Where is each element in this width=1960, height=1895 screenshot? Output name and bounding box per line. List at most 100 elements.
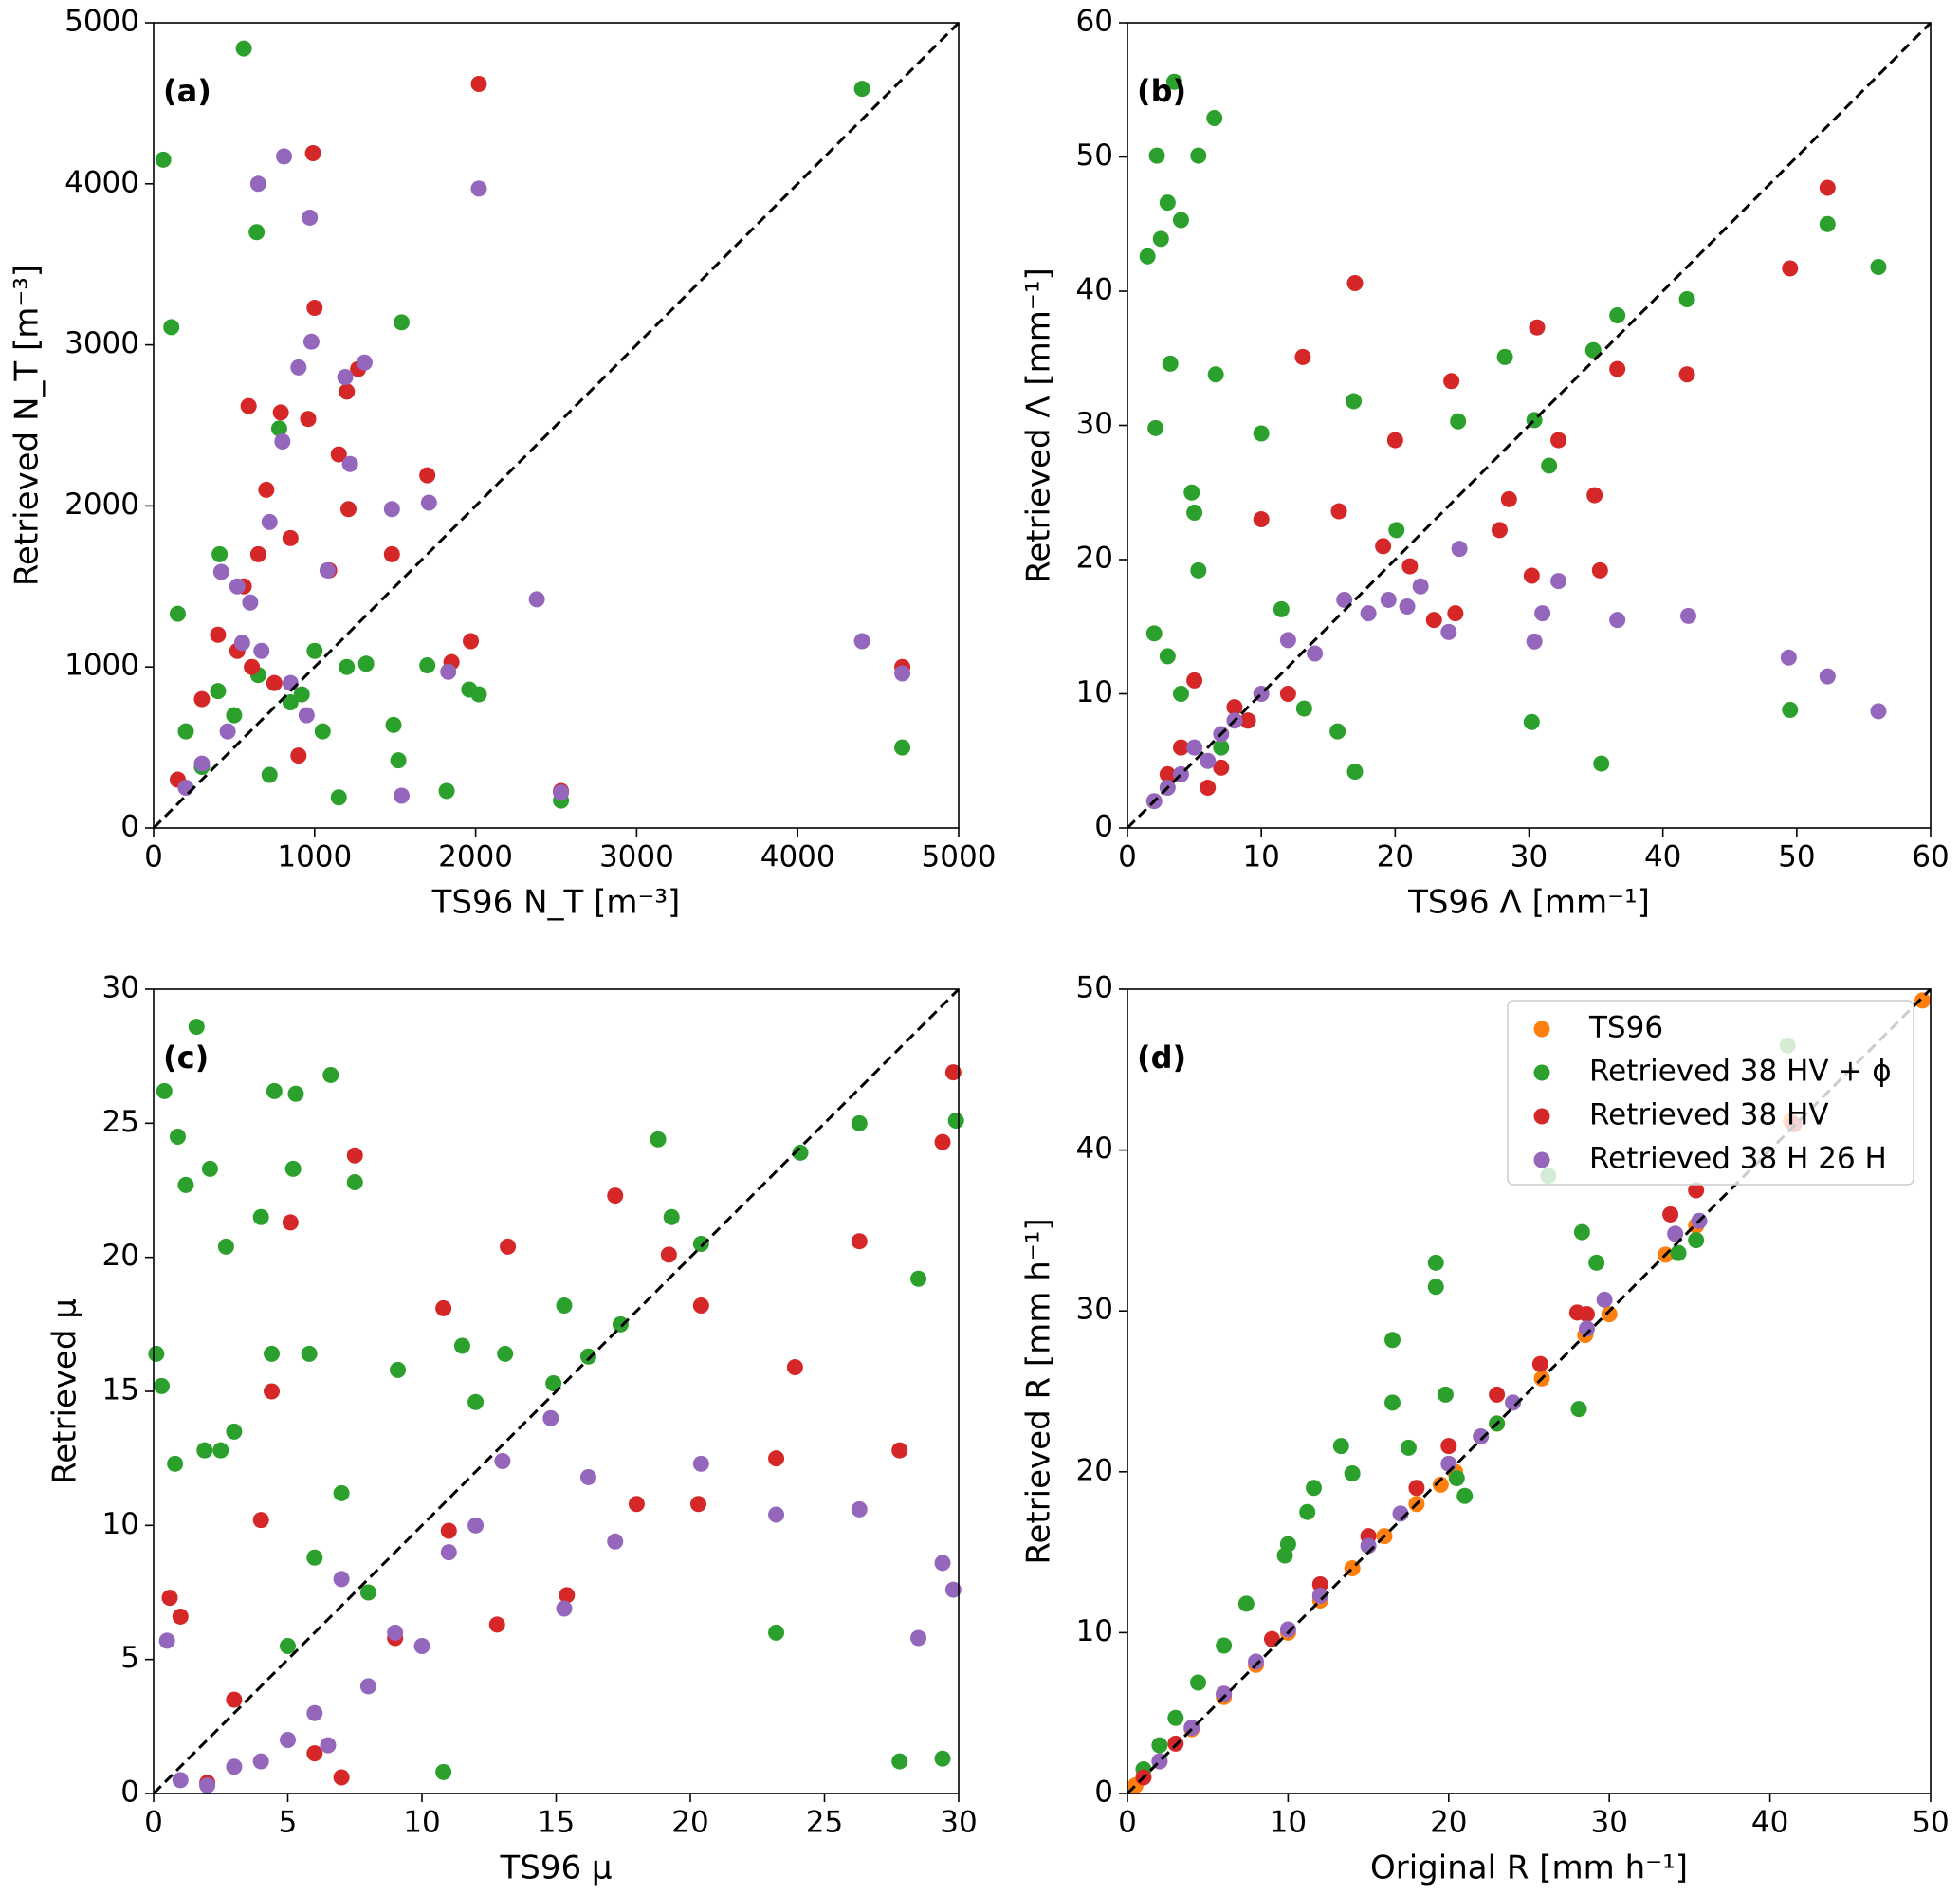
x-tick-label: 10 (403, 1806, 440, 1840)
point (910, 1270, 927, 1287)
point (768, 1450, 785, 1467)
point (1148, 147, 1165, 164)
point (282, 1214, 299, 1231)
point (1167, 1709, 1184, 1726)
y-tick-label: 0 (120, 1775, 139, 1810)
point (545, 1375, 562, 1392)
point (1183, 484, 1200, 501)
point (1279, 686, 1296, 702)
point (1186, 739, 1203, 756)
reference-line (152, 21, 961, 830)
y-tick-label: 30 (1076, 407, 1113, 441)
legend: TS96 Retrieved 38 HV + ϕ Retrieved 38 HV Re… (1507, 1000, 1914, 1186)
point (1344, 1464, 1361, 1481)
point (320, 1737, 337, 1754)
point (1330, 503, 1347, 520)
point (233, 635, 250, 652)
point (1662, 1205, 1679, 1223)
point (330, 446, 347, 463)
point (217, 1238, 234, 1255)
point (1584, 341, 1602, 359)
point (302, 333, 320, 350)
point (284, 1160, 302, 1177)
point (242, 594, 259, 611)
point (1601, 1306, 1618, 1323)
point (163, 319, 180, 336)
point (1870, 259, 1887, 276)
point (1190, 561, 1207, 579)
x-tick-label: 15 (538, 1806, 575, 1840)
point (851, 1233, 868, 1250)
point (579, 1348, 596, 1365)
point (219, 723, 236, 740)
reference-line (152, 987, 961, 1795)
point (440, 1544, 457, 1561)
point (1432, 1476, 1449, 1493)
point (383, 545, 400, 562)
point (1573, 1223, 1590, 1241)
point (272, 404, 289, 421)
point (1346, 275, 1364, 292)
point (339, 658, 356, 675)
point (1162, 355, 1179, 372)
point (553, 784, 570, 801)
point (249, 545, 266, 562)
x-tick-label: 50 (1912, 1806, 1949, 1840)
point (419, 467, 436, 484)
point (1346, 764, 1364, 781)
point (261, 766, 278, 783)
point (301, 1345, 318, 1362)
point (253, 642, 270, 659)
point (1388, 522, 1405, 539)
point (304, 145, 321, 162)
point (1534, 605, 1551, 622)
y-tick-label: 5000 (64, 5, 139, 39)
point (306, 1704, 323, 1721)
point (393, 314, 410, 331)
point (440, 663, 457, 680)
point (556, 1297, 573, 1315)
point (282, 529, 299, 546)
point (199, 1777, 216, 1794)
y-tick-label: 1000 (64, 649, 139, 683)
point (1380, 591, 1397, 608)
y-tick-label: 5 (120, 1641, 139, 1675)
point (853, 81, 870, 98)
point (1586, 487, 1603, 504)
y-tick-label: 50 (1076, 138, 1113, 173)
point (226, 1758, 243, 1775)
point (1688, 1232, 1705, 1249)
y-axis-label: Retrieved μ (46, 1298, 84, 1484)
point (1609, 612, 1626, 629)
point (1311, 1576, 1328, 1593)
x-tick-label: 25 (806, 1806, 843, 1840)
point (322, 1066, 339, 1083)
point (177, 780, 194, 797)
point (556, 1600, 573, 1617)
point (1165, 73, 1182, 90)
point (894, 665, 911, 682)
point (1216, 1637, 1233, 1654)
point (1593, 755, 1610, 772)
point (470, 76, 487, 93)
y-tick-label: 20 (1076, 1453, 1113, 1487)
point (264, 1383, 281, 1400)
point (438, 782, 455, 800)
point (1440, 1455, 1457, 1472)
point (1443, 373, 1460, 390)
point (1870, 703, 1887, 720)
y-tick-label: 4000 (64, 165, 139, 199)
point (161, 1590, 178, 1607)
point (339, 383, 356, 400)
point (1489, 1386, 1506, 1403)
point (1386, 432, 1403, 449)
point (467, 1393, 485, 1410)
y-tick-label: 0 (1094, 1775, 1113, 1810)
point (542, 1409, 559, 1426)
x-tick-label: 30 (1590, 1806, 1627, 1840)
point (333, 1571, 350, 1588)
point (282, 694, 299, 711)
point (306, 1549, 323, 1566)
point (1306, 1480, 1323, 1497)
